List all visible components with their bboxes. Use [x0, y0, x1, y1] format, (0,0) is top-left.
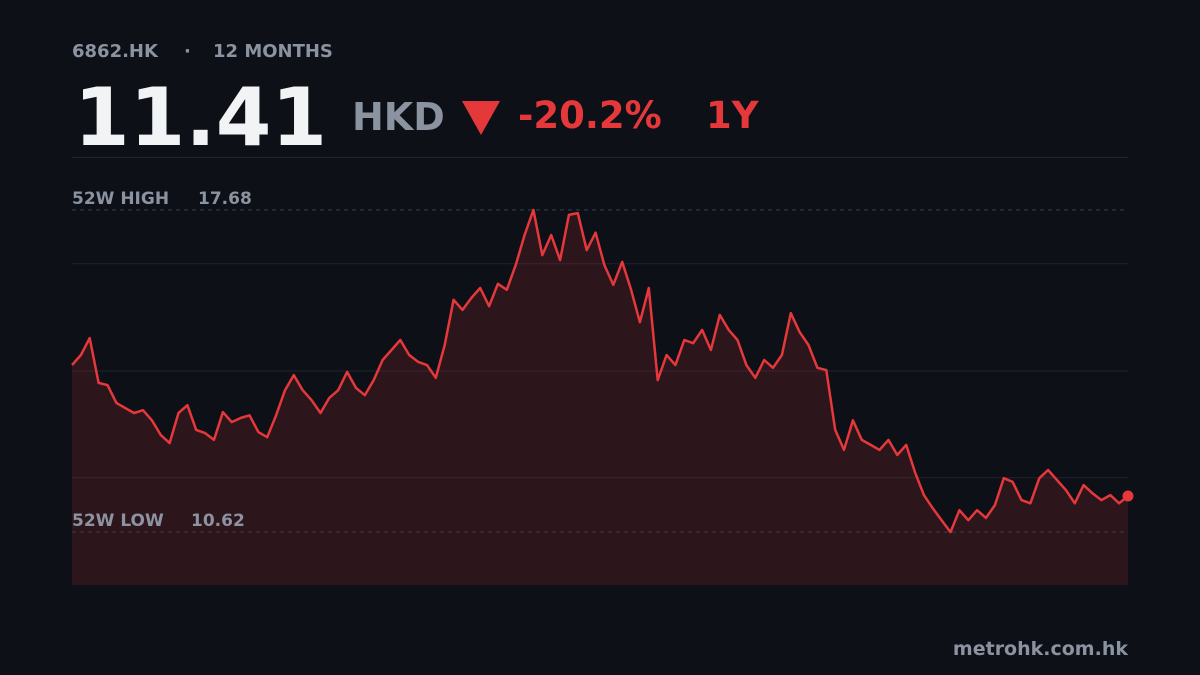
last-point: [1122, 490, 1134, 502]
separator: ·: [184, 41, 191, 62]
high-value: 17.68: [198, 189, 252, 209]
price: 11.41: [74, 71, 327, 164]
low-value: 10.62: [191, 511, 245, 531]
currency: HKD: [352, 95, 445, 139]
range-label: 1Y: [706, 94, 760, 137]
period: 12 MONTHS: [213, 41, 333, 62]
change: -20.2%: [518, 94, 662, 137]
low-label: 52W LOW: [72, 511, 164, 531]
source: metrohk.com.hk: [953, 638, 1128, 660]
high-label: 52W HIGH: [72, 189, 169, 209]
area-fill: [72, 209, 1128, 585]
price-line: [71, 208, 1129, 534]
symbol: 6862.HK: [72, 41, 159, 62]
down-arrow: [462, 101, 500, 135]
